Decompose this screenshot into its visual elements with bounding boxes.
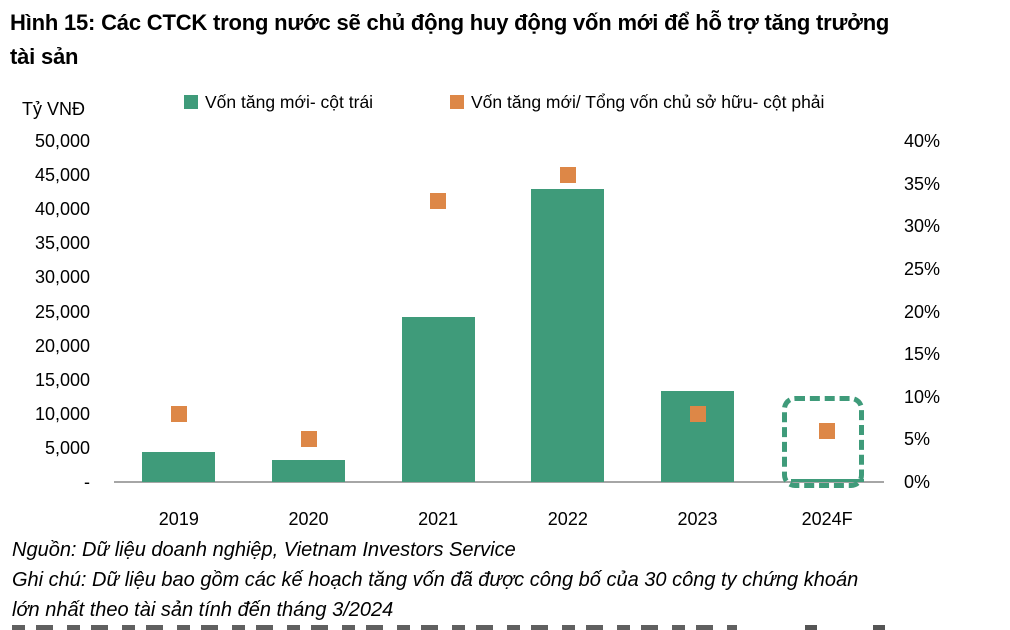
right-tick-8: 0% xyxy=(904,472,931,492)
left-tick-7: 15,000 xyxy=(34,369,90,390)
footnote-line-2: lớn nhất theo tài sản tính đến tháng 3/2… xyxy=(12,599,394,621)
marker-2023 xyxy=(689,405,706,422)
bar-2022 xyxy=(531,188,605,482)
left-axis-unit-label: Tỷ VNĐ xyxy=(22,99,85,119)
forecast-highlight-box xyxy=(782,396,865,488)
marker-2021 xyxy=(430,192,447,209)
source-note: Nguồn: Dữ liệu doanh nghiệp, Vietnam Inv… xyxy=(12,539,516,561)
right-tick-6: 10% xyxy=(904,386,941,407)
bar-2023 xyxy=(661,390,734,482)
right-tick-5: 15% xyxy=(904,344,941,365)
legend-item-new-capital: Vốn tăng mới- cột trái xyxy=(184,92,373,113)
bar-2021 xyxy=(401,316,475,482)
marker-2019 xyxy=(170,405,187,422)
x-axis-label-2023: 2023 xyxy=(677,509,718,529)
x-axis-label-2022: 2022 xyxy=(547,509,588,529)
figure-title: Hình 15: Các CTCK trong nước sẽ chủ động… xyxy=(10,6,975,74)
left-tick-6: 20,000 xyxy=(34,335,90,356)
right-tick-4: 20% xyxy=(904,301,941,322)
legend-item-capital-ratio: Vốn tăng mới/ Tổng vốn chủ sở hữu- cột p… xyxy=(450,92,824,113)
left-tick-2: 40,000 xyxy=(34,199,90,220)
bar-2019 xyxy=(142,452,216,482)
marker-2024F xyxy=(819,422,836,439)
x-axis-line xyxy=(114,481,884,483)
x-axis-label-2019: 2019 xyxy=(158,509,199,529)
legend-green-square-icon xyxy=(184,95,198,109)
legend-label: Vốn tăng mới- cột trái xyxy=(205,92,374,112)
x-axis-label-2024F: 2024F xyxy=(801,509,853,529)
legend-orange-square-icon xyxy=(450,95,464,109)
marker-2022 xyxy=(559,167,576,184)
figure-title-line-2: tài sản xyxy=(10,44,79,69)
left-tick-3: 35,000 xyxy=(34,233,90,254)
plot-area: 2019 2020 2021 2022 2023 2024F xyxy=(114,141,892,529)
right-axis-ticks: 40% 35% 30% 25% 20% 15% 10% 5% 0% xyxy=(904,132,984,491)
right-tick-3: 25% xyxy=(904,258,941,279)
clipped-next-line-fragment xyxy=(873,625,885,630)
left-tick-8: 10,000 xyxy=(34,403,90,424)
left-axis-ticks: 50,000 45,000 40,000 35,000 30,000 25,000 20,0… xyxy=(0,132,90,491)
right-tick-0: 40% xyxy=(904,131,941,151)
left-tick-5: 25,000 xyxy=(34,301,90,322)
left-tick-1: 45,000 xyxy=(34,165,90,186)
right-tick-1: 35% xyxy=(904,173,941,194)
bar-2020 xyxy=(272,460,345,482)
left-tick-9: 5,000 xyxy=(44,437,90,458)
left-tick-10: - xyxy=(84,472,90,492)
x-axis-label-2020: 2020 xyxy=(288,509,329,529)
marker-2020 xyxy=(300,431,317,448)
right-tick-7: 5% xyxy=(904,429,931,450)
footnote-line-1: Ghi chú: Dữ liệu bao gồm các kế hoạch tă… xyxy=(12,569,859,591)
bar-2024F xyxy=(790,478,864,482)
x-axis-label-2021: 2021 xyxy=(418,509,459,529)
left-tick-0: 50,000 xyxy=(34,131,90,151)
clipped-next-line xyxy=(12,625,737,630)
left-tick-4: 30,000 xyxy=(34,267,90,288)
right-tick-2: 30% xyxy=(904,216,941,237)
legend-label: Vốn tăng mới/ Tổng vốn chủ sở hữu- cột p… xyxy=(471,92,825,112)
clipped-next-line-fragment xyxy=(805,625,817,630)
figure-title-line-1: Hình 15: Các CTCK trong nước sẽ chủ động… xyxy=(10,10,890,35)
